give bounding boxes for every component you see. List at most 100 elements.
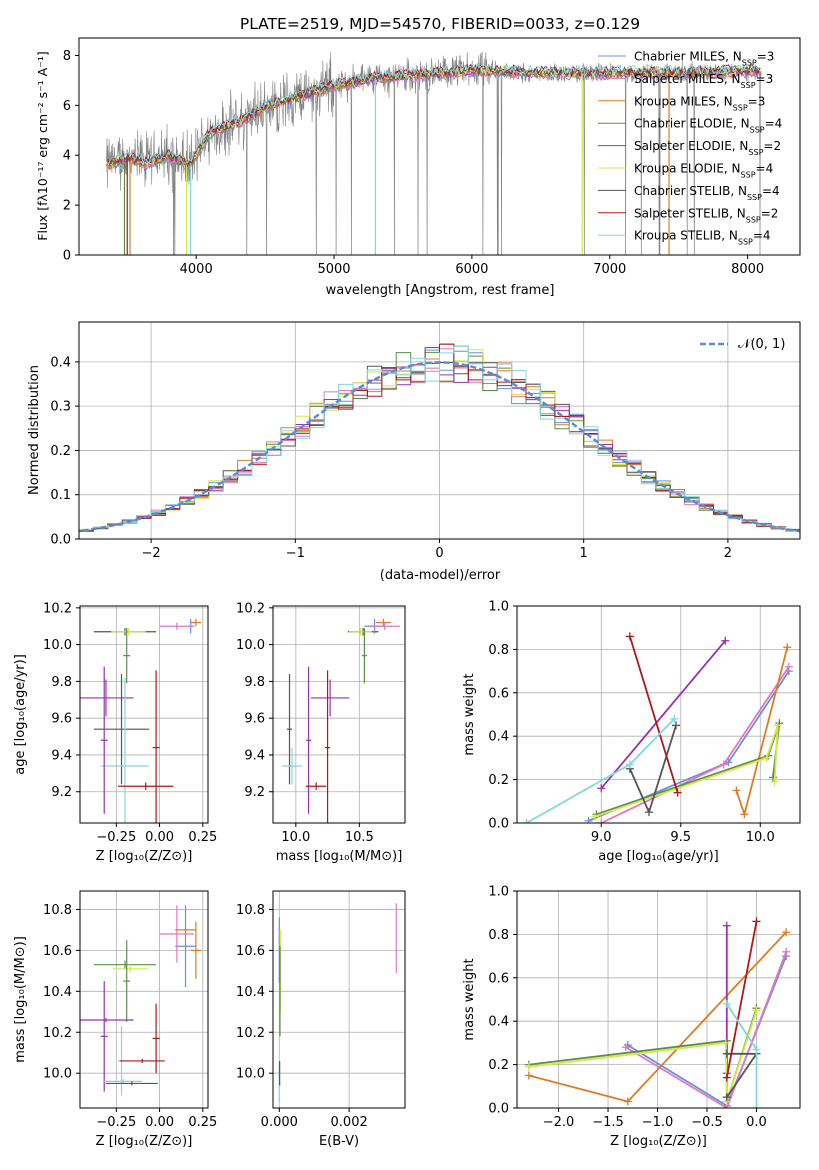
weight-series-line <box>725 921 758 1078</box>
panel-ytick-label: 10.6 <box>236 944 265 959</box>
residual-ylabel: Normed distribution <box>27 365 42 495</box>
spectrum-model-line <box>106 63 761 168</box>
panel-ytick-label: 0.2 <box>488 773 509 788</box>
spectrum-model-line <box>106 62 761 167</box>
spectrum-ytick-label: 8 <box>63 49 71 64</box>
panel-xtick-label: −1.0 <box>642 1115 674 1130</box>
spectrum-legend: Chabrier MILES, NSSP=3 Salpeter MILES, NS… <box>598 50 782 247</box>
panel-ytick-label: 10.8 <box>43 903 72 918</box>
panel-ytick-label: 9.8 <box>51 675 72 690</box>
residual-xtick-label: −2 <box>142 546 161 561</box>
panel-xtick-label: 0.00 <box>145 830 174 845</box>
panel-ytick-label: 10.4 <box>236 985 265 1000</box>
residual-gaussian-curve <box>79 361 800 533</box>
weight-series-line <box>600 666 790 823</box>
panel-ytick-label: 0.8 <box>488 928 509 943</box>
weight-series-line <box>600 640 726 789</box>
weight-series-line <box>526 718 676 823</box>
panel-marks <box>278 903 397 1102</box>
panel-ytick-label: 10.8 <box>236 903 265 918</box>
spectrum-ticks: 4000 5000 6000 7000 8000 0 2 4 6 8 <box>63 49 764 277</box>
panel-xtick-label: −2.0 <box>543 1115 575 1130</box>
panel-grid <box>273 606 405 823</box>
panel-xlabel: E(B-V) <box>319 1134 359 1149</box>
spectrum-xtick-label: 5000 <box>317 262 350 277</box>
panel-ytick-label: 1.0 <box>488 885 509 900</box>
panel-ytick-label: 9.6 <box>51 712 72 727</box>
residual-panel: −2 −1 0 1 2 0.0 0.1 0.2 0.3 0.4 (data-model)/erro… <box>27 321 801 583</box>
panel-weight-vs-age: 9.0 9.5 10.0 0.0 0.2 0.4 0.6 0.8 1.0 age [log₁₀(a… <box>462 600 801 864</box>
panel-ytick-label: 9.2 <box>244 785 265 800</box>
panel-ylabel: mass weight <box>462 958 477 1040</box>
panel-grid <box>517 890 800 1109</box>
panel-ytick-label: 0.4 <box>488 1015 509 1030</box>
panel-ytick-label: 1.0 <box>488 600 509 615</box>
panel-xlabel: mass [log₁₀(M/M⊙)] <box>276 849 403 864</box>
panel-ytick-label: 0.6 <box>488 686 509 701</box>
residual-ytick-label: 0.3 <box>50 400 71 415</box>
panel-ticks: −2.0 −1.5 −1.0 −0.5 0.0 0.0 0.2 0.4 0.6 0.8 1.0 <box>488 885 766 1131</box>
panel-ytick-label: 9.6 <box>244 712 265 727</box>
panel-ytick-label: 10.2 <box>43 601 72 616</box>
spectrum-legend-label: Kroupa STELIB, NSSP=4 <box>634 229 771 247</box>
panel-weight-vs-Z: −2.0 −1.5 −1.0 −0.5 0.0 0.0 0.2 0.4 0.6 0.8 1.0 Z [… <box>462 885 801 1149</box>
panel-age-vs-mass: 10.0 10.5 9.2 9.4 9.6 9.8 10.0 10.2 mass [log₁₀(… <box>236 601 406 864</box>
panel-frame <box>516 890 801 1109</box>
panel-ylabel: age [log₁₀(age/yr)] <box>13 654 28 775</box>
panel-ytick-label: 0.0 <box>488 817 509 832</box>
residual-xlabel: (data-model)/error <box>380 568 501 583</box>
panel-ytick-label: 10.0 <box>43 1067 72 1082</box>
spectrum-legend-label: Salpeter STELIB, NSSP=2 <box>634 206 778 224</box>
residual-ytick-label: 0.0 <box>50 533 71 548</box>
panel-xtick-label: 0.002 <box>331 1115 368 1130</box>
spectrum-xtick-label: 4000 <box>180 262 213 277</box>
weight-series-line <box>588 670 790 822</box>
parameter-panels: −0.25 0.00 0.25 9.2 9.4 9.6 9.8 10.0 10.2 Z [log₁… <box>13 600 801 1149</box>
spectrum-panel: 4000 5000 6000 7000 8000 0 2 4 6 8 wavelength [An… <box>35 37 801 298</box>
panel-xtick-label: 0.00 <box>145 1115 174 1130</box>
weight-series-line <box>735 646 789 818</box>
spectrum-ytick-label: 4 <box>63 149 71 164</box>
panel-ticks: 9.0 9.5 10.0 0.0 0.2 0.4 0.6 0.8 1.0 <box>488 600 774 846</box>
panel-marks <box>80 905 202 1096</box>
spectrum-xlabel: wavelength [Angstrom, rest frame] <box>326 283 555 298</box>
panel-xtick-label: 0.25 <box>188 1115 217 1130</box>
panel-xlabel: Z [log₁₀(Z/Z⊙)] <box>610 1134 707 1149</box>
spectrum-legend-label: Salpeter MILES, NSSP=3 <box>634 72 773 90</box>
residual-ytick-label: 0.2 <box>50 444 71 459</box>
panel-ytick-label: 10.0 <box>236 1067 265 1082</box>
panel-age-vs-Z: −0.25 0.00 0.25 9.2 9.4 9.6 9.8 10.0 10.2 Z [log₁… <box>13 601 217 864</box>
panel-xlabel: Z [log₁₀(Z/Z⊙)] <box>96 1134 193 1149</box>
panel-xtick-label: 9.0 <box>591 830 612 845</box>
panel-xtick-label: 0.000 <box>261 1115 298 1130</box>
panel-ytick-label: 9.4 <box>51 748 72 763</box>
panel-mass-vs-Z: −0.25 0.00 0.25 10.0 10.2 10.4 10.6 10.8 Z [log₁… <box>13 890 217 1149</box>
spectrum-xtick-label: 7000 <box>593 262 626 277</box>
panel-ytick-label: 10.6 <box>43 944 72 959</box>
weight-series-line <box>594 725 779 818</box>
panel-xtick-label: −0.25 <box>96 1115 136 1130</box>
panel-ytick-label: 0.4 <box>488 730 509 745</box>
weight-series-line <box>629 636 679 793</box>
panel-grid <box>80 606 208 823</box>
weight-series-line <box>528 1010 758 1102</box>
panel-ytick-label: 10.4 <box>43 985 72 1000</box>
panel-marks <box>522 632 793 823</box>
residual-ytick-label: 0.1 <box>50 488 71 503</box>
spectrum-xtick-label: 8000 <box>731 262 764 277</box>
panel-mass-vs-EBV: 0.000 0.002 10.0 10.2 10.4 10.6 10.8 E(B-V) <box>236 890 406 1149</box>
panel-xtick-label: −0.5 <box>691 1115 723 1130</box>
panel-grid <box>80 891 208 1108</box>
spectrum-legend-label: Kroupa MILES, NSSP=3 <box>634 94 765 112</box>
panel-xtick-label: 10.5 <box>345 830 374 845</box>
panel-frame <box>79 605 209 824</box>
spectrum-xtick-label: 6000 <box>455 262 488 277</box>
residual-gaussian <box>79 361 800 533</box>
panel-xtick-label: 0.0 <box>746 1115 767 1130</box>
panel-xtick-label: 9.5 <box>670 830 691 845</box>
spectrum-ytick-label: 6 <box>63 99 71 114</box>
spectrum-legend-label: Kroupa ELODIE, NSSP=4 <box>634 162 773 180</box>
panel-ylabel: mass [log₁₀(M/M⊙)] <box>13 936 28 1063</box>
panel-ytick-label: 9.8 <box>244 675 265 690</box>
spectrum-legend-label: Salpeter ELODIE, NSSP=2 <box>634 139 781 157</box>
